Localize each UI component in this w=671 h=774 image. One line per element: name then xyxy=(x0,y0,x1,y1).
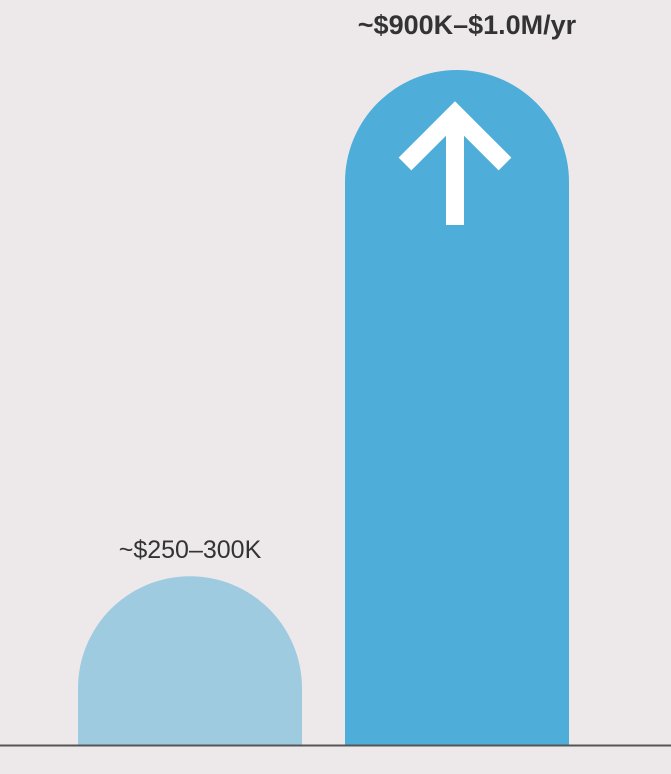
bar xyxy=(345,70,569,745)
arrow-head xyxy=(398,101,512,171)
up-arrow xyxy=(398,101,512,225)
bar xyxy=(78,576,302,745)
value-label: ~$900K–$1.0M/yr xyxy=(358,10,577,40)
value-label: ~$250–300K xyxy=(119,536,262,564)
bars xyxy=(78,70,569,745)
